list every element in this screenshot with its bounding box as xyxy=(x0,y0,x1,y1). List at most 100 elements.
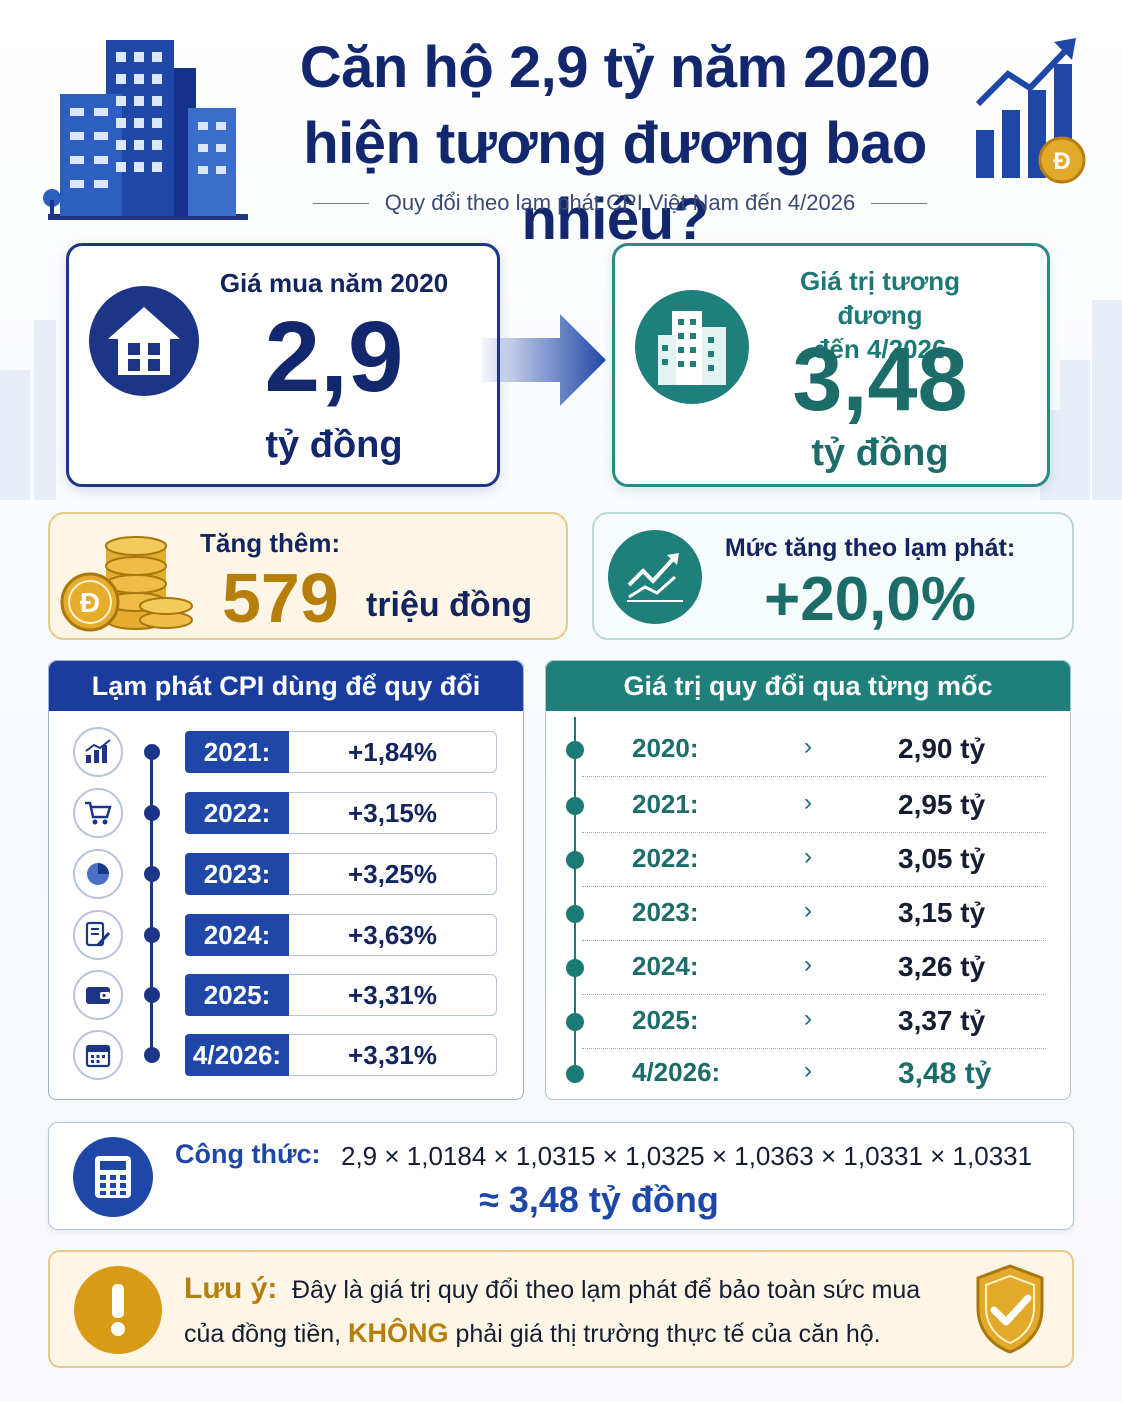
arrow-right-icon xyxy=(482,314,606,406)
coin-symbol: Đ xyxy=(1053,148,1070,175)
formula-expression: 2,9 × 1,0184 × 1,0315 × 1,0325 × 1,0363 … xyxy=(341,1141,1033,1171)
subtitle-text: Quy đổi theo lạm phát CPI Việt Nam đến 4… xyxy=(384,190,856,215)
purchase-price-card: Giá mua năm 2020 2,9 tỷ đồng xyxy=(66,243,500,487)
note-text-line-1: Đây là giá trị quy đổi theo lạm phát để … xyxy=(292,1276,921,1304)
cpi-row: 2025: +3,31% xyxy=(49,970,529,1020)
step-row-final: 4/2026: › 3,48 tỷ xyxy=(546,1047,1066,1101)
chevron-right-icon: › xyxy=(804,1005,812,1032)
cpi-panel: Lạm phát CPI dùng để quy đổi 2021: +1,84… xyxy=(48,660,524,1100)
equivalent-label: Giá trị tương đương đến 4/2026 xyxy=(755,264,1005,366)
timeline-dot xyxy=(144,866,160,882)
step-row: 2023: › 3,15 tỷ xyxy=(546,887,1066,941)
step-year: 2024: xyxy=(632,951,699,981)
chevron-right-icon: › xyxy=(804,897,812,924)
cpi-value: +1,84% xyxy=(289,731,497,773)
coins-icon: Đ xyxy=(60,536,193,632)
timeline-dot xyxy=(566,851,584,869)
inflation-rate-label: Mức tăng theo lạm phát: xyxy=(724,534,1016,562)
growth-chart-icon: Đ xyxy=(975,38,1086,184)
subtitle-divider-right xyxy=(871,202,928,204)
note-card: Lưu ý: Đây là giá trị quy đổi theo lạm p… xyxy=(48,1250,1074,1368)
row-divider xyxy=(582,1048,1046,1049)
timeline-dot xyxy=(144,1047,160,1063)
equivalent-label-line-2: đến 4/2026 xyxy=(813,334,947,364)
step-row: 2020: › 2,90 tỷ xyxy=(546,723,1066,777)
cpi-year: 2024: xyxy=(185,914,289,956)
chevron-right-icon: › xyxy=(804,733,812,760)
timeline-dot xyxy=(566,1065,584,1083)
step-year: 2025: xyxy=(632,1005,699,1035)
cpi-row: 4/2026: +3,31% xyxy=(49,1030,529,1080)
row-divider xyxy=(582,886,1046,887)
calendar-icon xyxy=(73,1030,123,1080)
step-year: 2021: xyxy=(632,789,699,819)
formula-label: Công thức: xyxy=(175,1139,321,1169)
cpi-year: 2025: xyxy=(185,974,289,1016)
step-value-final: 3,48 tỷ xyxy=(898,1057,992,1090)
row-divider xyxy=(582,994,1046,995)
conversion-steps-panel: Giá trị quy đổi qua từng mốc 2020: › 2,9… xyxy=(545,660,1071,1100)
chevron-right-icon: › xyxy=(804,1057,812,1084)
step-year: 4/2026: xyxy=(632,1057,721,1087)
note-text-part-2: của đồng tiền, xyxy=(184,1320,342,1348)
step-value: 2,95 tỷ xyxy=(898,789,986,820)
steps-panel-title: Giá trị quy đổi qua từng mốc xyxy=(546,661,1070,711)
step-row: 2022: › 3,05 tỷ xyxy=(546,833,1066,887)
formula-result: ≈ 3,48 tỷ đồng xyxy=(479,1179,719,1220)
page-title: Căn hộ 2,9 tỷ năm 2020 hiện tương đương … xyxy=(250,30,980,258)
shield-check-icon xyxy=(976,1264,1044,1354)
pie-chart-icon xyxy=(73,849,123,899)
inflation-rate-value: +20,0% xyxy=(763,565,976,634)
step-value: 3,37 tỷ xyxy=(898,1005,986,1036)
subtitle-divider-left xyxy=(312,202,369,204)
house-icon xyxy=(89,286,199,396)
step-row: 2025: › 3,37 tỷ xyxy=(546,995,1066,1049)
step-value: 3,15 tỷ xyxy=(898,897,986,928)
chevron-right-icon: › xyxy=(804,789,812,816)
note-text-part-3: phải giá thị trường thực tế của căn hộ. xyxy=(455,1320,881,1348)
step-year: 2023: xyxy=(632,897,699,927)
steps-timeline-line xyxy=(574,717,576,1077)
chevron-right-icon: › xyxy=(804,843,812,870)
increase-value: 579 xyxy=(222,559,339,637)
timeline-dot xyxy=(144,987,160,1003)
note-label: Lưu ý: xyxy=(184,1272,278,1305)
shopping-cart-icon xyxy=(73,788,123,838)
row-divider xyxy=(582,940,1046,941)
warning-icon xyxy=(74,1266,162,1354)
timeline-dot xyxy=(144,805,160,821)
purchase-label: Giá mua năm 2020 xyxy=(219,268,449,298)
increase-label: Tăng thêm: xyxy=(200,528,341,558)
subtitle: Quy đổi theo lạm phát CPI Việt Nam đến 4… xyxy=(280,190,960,216)
inflation-rate-card: Mức tăng theo lạm phát: +20,0% xyxy=(592,512,1074,640)
step-value: 2,90 tỷ xyxy=(898,733,986,764)
cpi-panel-title: Lạm phát CPI dùng để quy đổi xyxy=(49,661,523,711)
title-line-2: hiện tương đương bao nhiêu? xyxy=(303,111,927,252)
bar-chart-icon xyxy=(73,727,123,777)
cpi-row: 2024: +3,63% xyxy=(49,910,529,960)
step-row: 2024: › 3,26 tỷ xyxy=(546,941,1066,995)
cpi-year: 2023: xyxy=(185,853,289,895)
cpi-year: 2022: xyxy=(185,792,289,834)
step-year: 2022: xyxy=(632,843,699,873)
timeline-dot xyxy=(566,905,584,923)
timeline-dot xyxy=(144,744,160,760)
trend-up-icon xyxy=(608,530,702,624)
calculator-icon xyxy=(73,1137,153,1217)
cpi-value: +3,25% xyxy=(289,853,497,895)
note-emphasis: KHÔNG xyxy=(348,1318,449,1348)
building-icon xyxy=(635,290,749,404)
row-divider xyxy=(582,832,1046,833)
timeline-dot xyxy=(566,959,584,977)
timeline-dot xyxy=(566,741,584,759)
step-row: 2021: › 2,95 tỷ xyxy=(546,779,1066,833)
cpi-value: +3,63% xyxy=(289,914,497,956)
apartment-building-icon xyxy=(43,40,248,220)
cpi-row: 2022: +3,15% xyxy=(49,788,529,838)
cpi-value: +3,31% xyxy=(289,974,497,1016)
cpi-timeline-line xyxy=(150,747,153,1057)
cpi-value: +3,15% xyxy=(289,792,497,834)
chevron-right-icon: › xyxy=(804,951,812,978)
step-year: 2020: xyxy=(632,733,699,763)
cpi-row: 2021: +1,84% xyxy=(49,727,529,777)
